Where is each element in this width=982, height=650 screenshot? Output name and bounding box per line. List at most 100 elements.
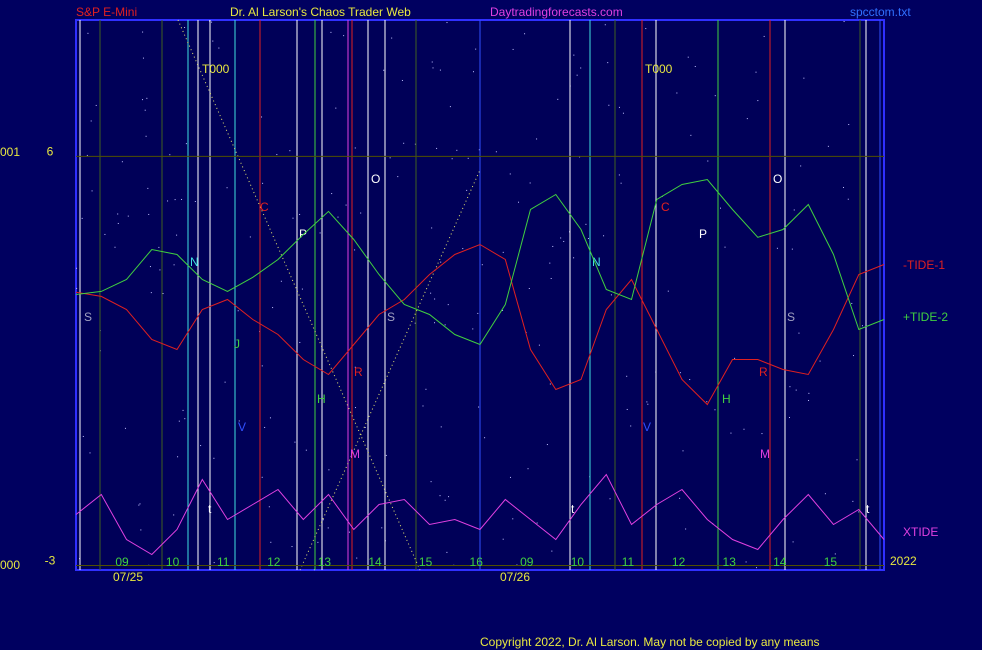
star <box>743 428 745 430</box>
star <box>789 386 791 388</box>
star <box>719 207 721 209</box>
star <box>791 248 793 250</box>
star <box>793 209 795 211</box>
legend-label: XTIDE <box>903 525 938 539</box>
star <box>139 503 141 505</box>
star <box>579 156 581 158</box>
x-tick-label: 14 <box>368 555 382 569</box>
star <box>851 302 853 304</box>
x-tick-label: 10 <box>166 555 180 569</box>
x-tick-label: 13 <box>318 555 332 569</box>
star <box>294 441 296 443</box>
star <box>724 246 726 248</box>
star <box>792 541 794 543</box>
star <box>466 189 468 191</box>
star <box>858 511 860 513</box>
star <box>389 157 391 159</box>
x-tick-label: 15 <box>824 555 838 569</box>
star <box>827 145 829 147</box>
star <box>603 235 605 237</box>
star <box>761 433 763 435</box>
star <box>114 246 116 248</box>
star <box>679 372 681 374</box>
star <box>451 158 453 160</box>
x-tick-label: 15 <box>419 555 433 569</box>
star <box>439 495 441 497</box>
star <box>563 240 565 242</box>
star <box>808 392 810 394</box>
star <box>576 74 578 76</box>
star <box>843 21 845 23</box>
star <box>337 216 339 218</box>
star <box>299 213 301 215</box>
star <box>607 62 609 64</box>
star <box>249 236 251 238</box>
star <box>734 357 736 359</box>
star <box>177 456 179 458</box>
left-label: 000 <box>0 558 20 572</box>
star <box>330 31 332 33</box>
star <box>208 20 210 22</box>
site: Daytradingforecasts.com <box>490 5 623 19</box>
annotation: N <box>592 255 601 269</box>
star <box>432 67 434 69</box>
star <box>184 27 186 29</box>
star <box>162 293 164 295</box>
star <box>238 420 240 422</box>
star <box>746 118 748 120</box>
star <box>524 33 526 35</box>
annotation: t <box>208 502 212 516</box>
annotation: t <box>866 502 870 516</box>
star <box>124 427 126 429</box>
star <box>447 304 449 306</box>
star <box>145 135 147 137</box>
star <box>538 344 540 346</box>
star <box>824 493 826 495</box>
legend-label: -TIDE-1 <box>903 258 945 272</box>
star <box>528 287 530 289</box>
star <box>676 92 678 94</box>
year-label: 2022 <box>890 554 917 568</box>
annotation: R <box>759 365 768 379</box>
star <box>757 100 759 102</box>
star <box>178 420 180 422</box>
star <box>853 355 855 357</box>
star <box>509 173 511 175</box>
star <box>462 248 464 250</box>
series-line <box>75 243 885 406</box>
star <box>276 154 278 156</box>
star <box>121 161 123 163</box>
star <box>224 381 226 383</box>
star <box>360 212 362 214</box>
star <box>536 522 538 524</box>
star <box>148 213 150 215</box>
star <box>573 257 575 259</box>
star <box>174 199 176 201</box>
dotted-diagonal <box>177 19 421 571</box>
star <box>847 198 849 200</box>
star <box>146 97 148 99</box>
star <box>580 67 582 69</box>
star <box>529 182 531 184</box>
star <box>291 546 293 548</box>
star <box>200 445 202 447</box>
star <box>472 328 474 330</box>
annotation: S <box>787 310 795 324</box>
annotation: V <box>643 420 651 434</box>
star <box>81 217 83 219</box>
x-tick-label: 14 <box>773 555 787 569</box>
star <box>440 426 442 428</box>
star <box>484 437 486 439</box>
star <box>789 417 791 419</box>
star <box>269 417 271 419</box>
star <box>609 498 611 500</box>
star <box>475 48 477 50</box>
star <box>280 280 282 282</box>
star <box>422 405 424 407</box>
star <box>618 174 620 176</box>
star <box>449 106 451 108</box>
annotation: M <box>760 447 770 461</box>
star <box>414 143 416 145</box>
x-tick-label: 12 <box>672 555 686 569</box>
star <box>142 31 144 33</box>
